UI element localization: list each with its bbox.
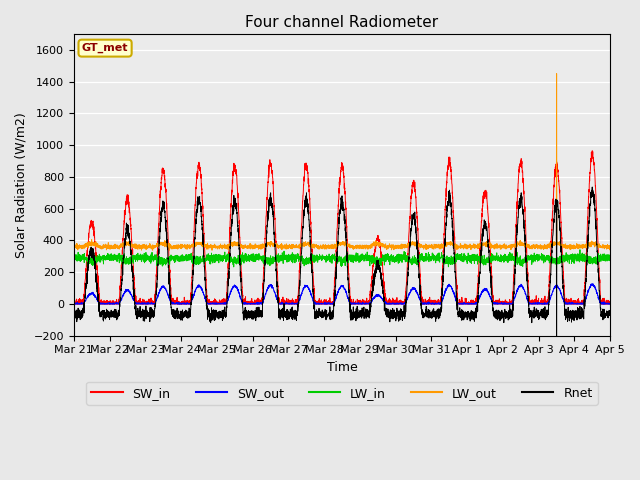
Line: Rnet: Rnet [74, 187, 610, 373]
LW_in [606, 256, 614, 262]
Rnet [493, 310, 500, 316]
LW_out [553, 71, 561, 76]
SW_in [462, 301, 470, 307]
Rnet [70, 305, 77, 311]
Rnet [553, 370, 561, 376]
LW_out [606, 244, 614, 250]
Line: SW_in: SW_in [74, 151, 610, 304]
Rnet [166, 296, 174, 301]
SW_in [606, 301, 614, 307]
LW_in [166, 256, 174, 262]
SW_out [462, 301, 470, 307]
LW_out [208, 247, 216, 253]
SW_in [70, 301, 77, 307]
Rnet [588, 184, 596, 190]
LW_out [166, 241, 174, 247]
Y-axis label: Solar Radiation (W/m2): Solar Radiation (W/m2) [15, 112, 28, 258]
Rnet [433, 312, 440, 318]
SW_in [166, 276, 174, 282]
SW_in [606, 300, 614, 305]
LW_out [433, 241, 440, 247]
LW_out [606, 243, 614, 249]
LW_in [576, 247, 584, 252]
LW_out [322, 245, 330, 251]
SW_out [166, 298, 174, 303]
SW_out [605, 301, 613, 307]
SW_out [606, 301, 614, 307]
Line: LW_out: LW_out [74, 73, 610, 250]
SW_out [70, 301, 77, 307]
Rnet [606, 312, 614, 318]
Text: GT_met: GT_met [82, 43, 129, 53]
LW_in [322, 255, 330, 261]
LW_in [433, 256, 440, 262]
Rnet [606, 311, 614, 316]
Line: LW_in: LW_in [74, 250, 610, 267]
SW_out [433, 301, 440, 307]
Rnet [322, 312, 330, 318]
SW_in [588, 148, 596, 154]
SW_out [589, 281, 597, 287]
SW_out [493, 301, 500, 307]
Rnet [462, 314, 470, 320]
SW_out [322, 300, 330, 306]
Legend: SW_in, SW_out, LW_in, LW_out, Rnet: SW_in, SW_out, LW_in, LW_out, Rnet [86, 382, 598, 405]
X-axis label: Time: Time [326, 361, 357, 374]
SW_in [70, 297, 77, 303]
LW_in [70, 254, 77, 260]
SW_in [433, 300, 440, 306]
LW_in [462, 256, 470, 262]
Line: SW_out: SW_out [74, 284, 610, 304]
SW_in [322, 300, 330, 306]
LW_in [230, 264, 237, 270]
LW_out [462, 243, 470, 249]
Title: Four channel Radiometer: Four channel Radiometer [245, 15, 438, 30]
LW_out [70, 246, 77, 252]
LW_out [493, 242, 500, 248]
LW_in [606, 253, 614, 259]
SW_in [493, 300, 500, 306]
LW_in [493, 256, 500, 262]
